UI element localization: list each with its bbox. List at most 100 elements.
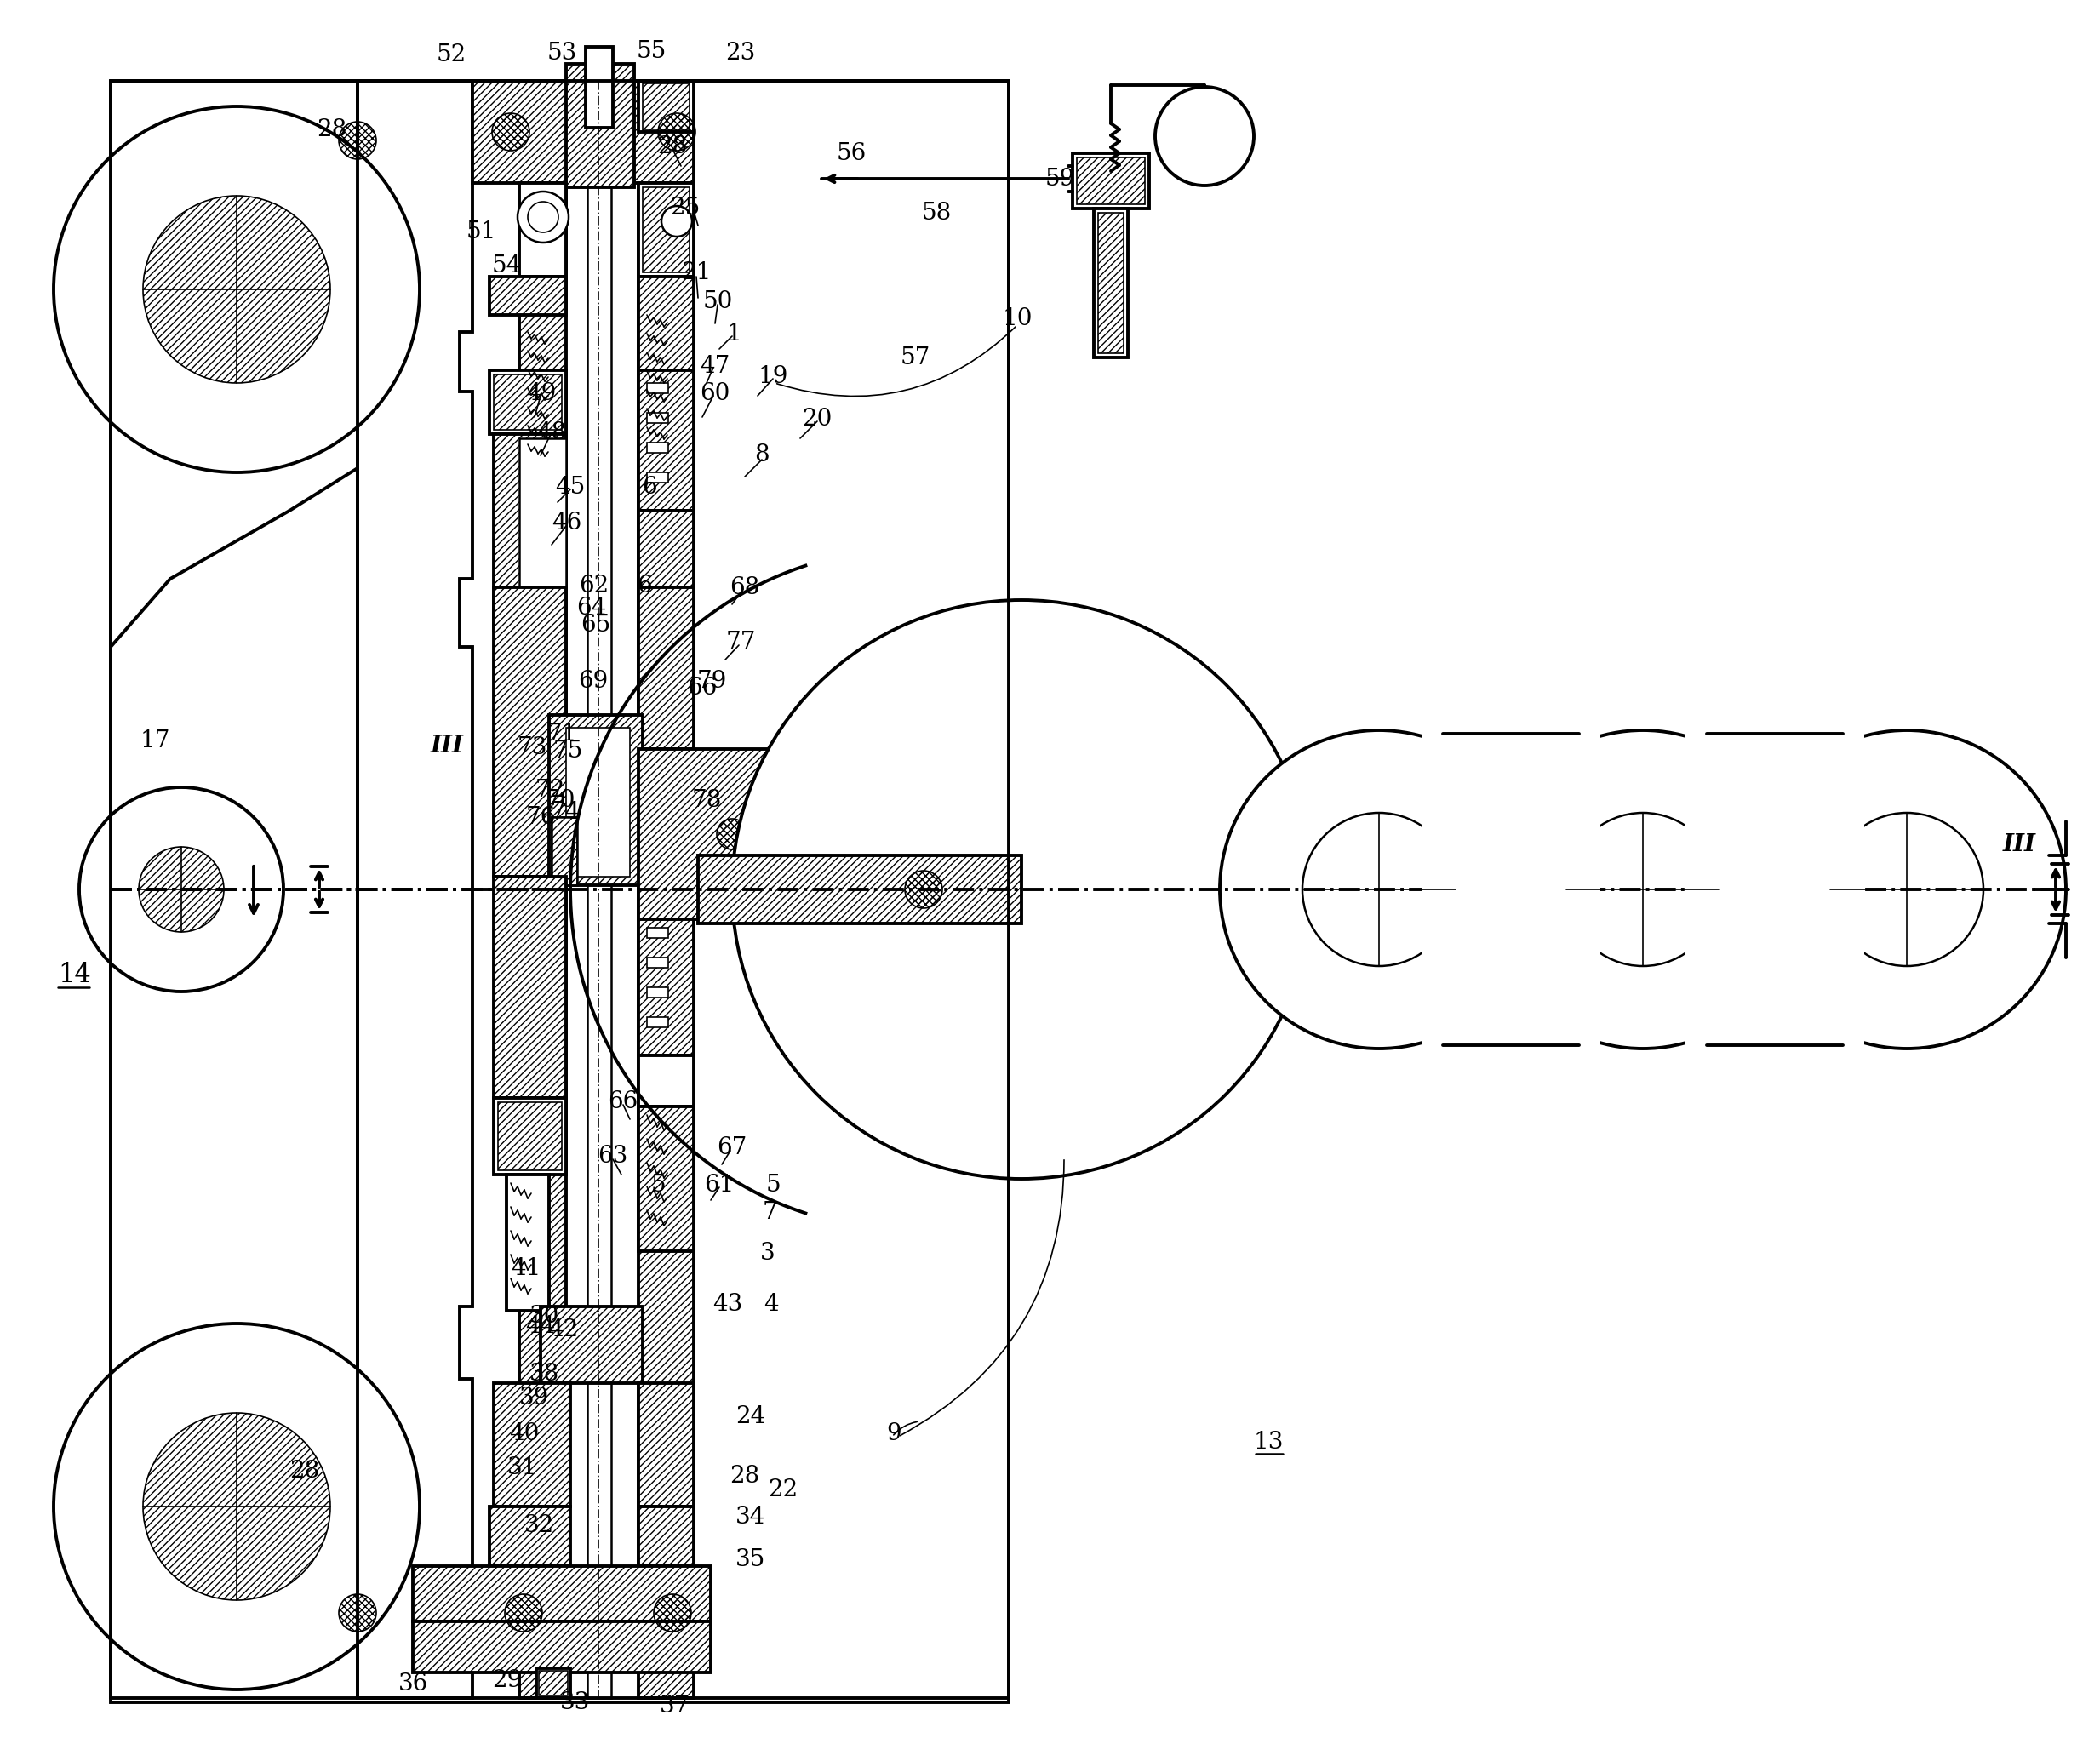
Bar bbox=[638, 1506, 693, 1566]
Bar bbox=[647, 958, 668, 969]
Text: 28: 28 bbox=[290, 1460, 319, 1483]
Bar bbox=[647, 472, 668, 483]
Text: 3: 3 bbox=[760, 1242, 775, 1264]
Bar bbox=[540, 1307, 643, 1382]
Bar bbox=[519, 81, 567, 1698]
Bar bbox=[1094, 208, 1128, 357]
Bar bbox=[548, 715, 643, 886]
Text: 20: 20 bbox=[802, 407, 832, 430]
Text: 29: 29 bbox=[491, 1669, 523, 1692]
Bar bbox=[552, 817, 578, 886]
Bar bbox=[638, 370, 693, 511]
Text: 33: 33 bbox=[559, 1691, 590, 1713]
Text: 45: 45 bbox=[554, 475, 586, 498]
Bar bbox=[519, 438, 567, 625]
Bar bbox=[494, 433, 567, 630]
Text: 6: 6 bbox=[643, 475, 657, 498]
Text: 14: 14 bbox=[59, 962, 90, 988]
Text: 32: 32 bbox=[523, 1514, 554, 1537]
Text: 72: 72 bbox=[536, 778, 565, 801]
Text: 62: 62 bbox=[580, 574, 609, 597]
Text: 22: 22 bbox=[769, 1477, 798, 1500]
Text: 13: 13 bbox=[1254, 1432, 1283, 1455]
Bar bbox=[697, 856, 1021, 923]
Bar bbox=[494, 586, 567, 877]
Text: 46: 46 bbox=[552, 512, 582, 535]
Text: 35: 35 bbox=[735, 1548, 766, 1571]
Bar bbox=[540, 1307, 643, 1382]
Text: 44: 44 bbox=[525, 1314, 556, 1338]
Bar bbox=[494, 1097, 567, 1175]
Circle shape bbox=[1220, 731, 1537, 1048]
Bar bbox=[494, 586, 567, 877]
Bar bbox=[638, 586, 693, 748]
Bar bbox=[1073, 153, 1149, 208]
Bar bbox=[111, 81, 1008, 1703]
Text: 25: 25 bbox=[670, 197, 699, 220]
Bar bbox=[494, 1382, 571, 1506]
Bar bbox=[638, 511, 693, 586]
Circle shape bbox=[1747, 731, 2066, 1048]
Bar bbox=[638, 748, 838, 919]
Bar bbox=[647, 1018, 668, 1027]
Text: 37: 37 bbox=[659, 1696, 691, 1719]
Text: 34: 34 bbox=[735, 1506, 766, 1529]
Bar bbox=[638, 511, 693, 586]
Text: 77: 77 bbox=[724, 630, 756, 653]
Text: 28: 28 bbox=[317, 118, 346, 141]
Bar bbox=[647, 382, 668, 393]
Text: 70: 70 bbox=[546, 789, 575, 812]
Circle shape bbox=[80, 787, 284, 991]
Text: 61: 61 bbox=[704, 1173, 735, 1196]
Text: 41: 41 bbox=[510, 1257, 542, 1280]
Text: 48: 48 bbox=[538, 421, 567, 444]
Text: 65: 65 bbox=[582, 615, 611, 637]
Text: 52: 52 bbox=[437, 44, 466, 67]
Bar bbox=[567, 63, 634, 187]
Text: 73: 73 bbox=[517, 736, 548, 759]
Text: III: III bbox=[430, 734, 464, 757]
Circle shape bbox=[1567, 814, 1720, 967]
Bar bbox=[697, 856, 1021, 923]
Bar bbox=[647, 988, 668, 997]
Text: 76: 76 bbox=[525, 805, 556, 829]
Bar bbox=[647, 442, 668, 453]
Circle shape bbox=[1831, 814, 1982, 967]
Text: 47: 47 bbox=[699, 354, 731, 377]
Bar bbox=[519, 183, 567, 276]
Circle shape bbox=[517, 192, 569, 243]
Bar bbox=[638, 748, 693, 877]
Text: 55: 55 bbox=[636, 39, 666, 63]
Bar bbox=[494, 1382, 571, 1506]
Bar bbox=[472, 81, 693, 183]
Text: 64: 64 bbox=[578, 597, 607, 620]
Bar bbox=[472, 81, 693, 183]
Circle shape bbox=[733, 601, 1310, 1178]
Text: 23: 23 bbox=[727, 41, 756, 63]
Bar bbox=[638, 81, 693, 132]
Bar bbox=[638, 919, 693, 1055]
Text: 4: 4 bbox=[764, 1293, 779, 1315]
Text: 24: 24 bbox=[735, 1405, 766, 1428]
Bar bbox=[638, 586, 693, 748]
Bar bbox=[506, 1175, 548, 1310]
Text: 40: 40 bbox=[510, 1423, 540, 1446]
Text: 28: 28 bbox=[731, 1465, 760, 1488]
Bar bbox=[643, 83, 689, 130]
Polygon shape bbox=[357, 81, 472, 1698]
Text: 28: 28 bbox=[657, 136, 687, 158]
Bar bbox=[540, 1671, 567, 1696]
Text: 58: 58 bbox=[922, 201, 951, 224]
Bar bbox=[643, 187, 689, 273]
Bar bbox=[638, 748, 838, 919]
Bar bbox=[638, 1382, 693, 1506]
Bar bbox=[567, 727, 630, 877]
Text: 36: 36 bbox=[397, 1671, 428, 1696]
Text: 5: 5 bbox=[764, 1173, 781, 1196]
Text: 57: 57 bbox=[901, 345, 930, 370]
Circle shape bbox=[1302, 814, 1455, 967]
Bar bbox=[414, 1622, 710, 1673]
Bar bbox=[638, 1055, 693, 1106]
Bar bbox=[498, 1102, 563, 1171]
Bar bbox=[1098, 213, 1124, 354]
